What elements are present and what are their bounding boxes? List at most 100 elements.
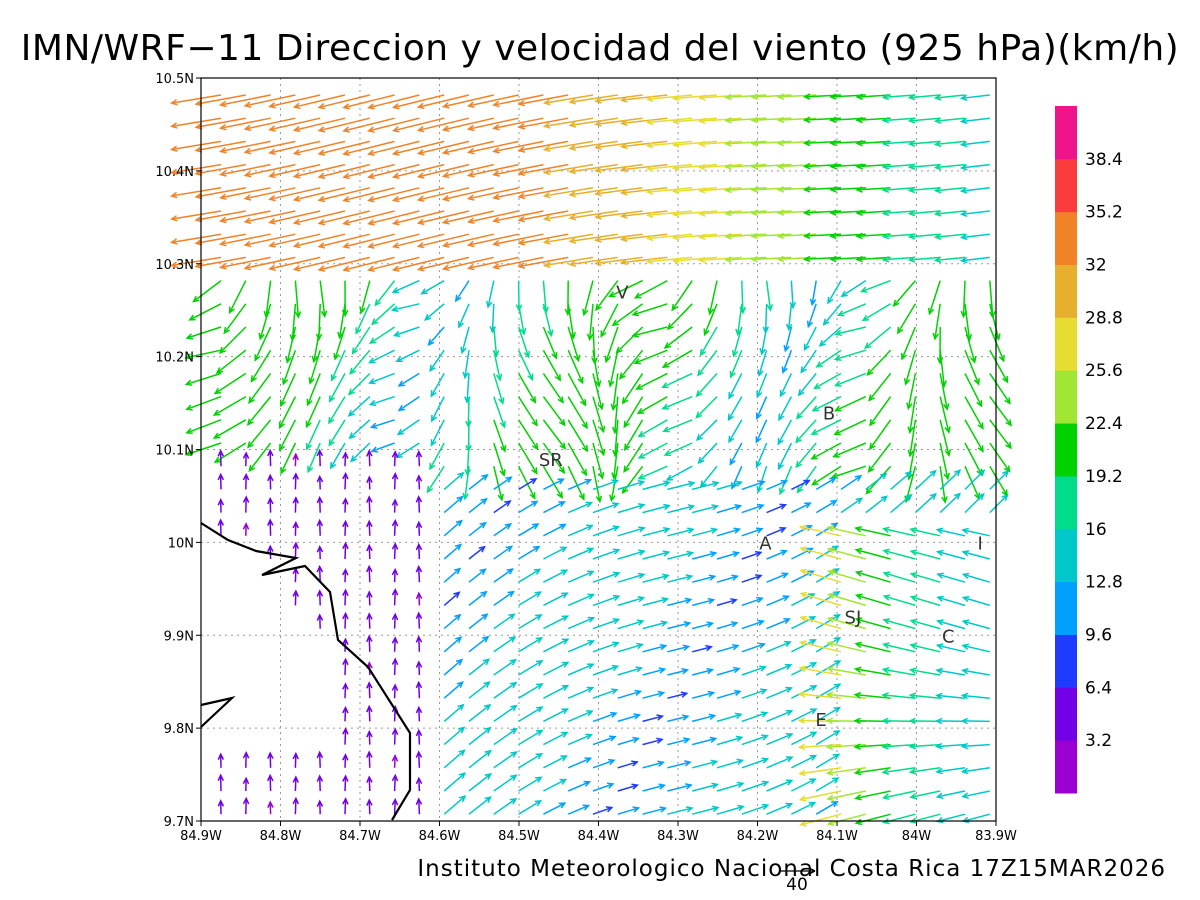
wind-arrow bbox=[218, 187, 271, 201]
wind-arrow bbox=[391, 233, 445, 249]
wind-arrow bbox=[493, 727, 518, 746]
wind-arrow bbox=[443, 703, 465, 722]
wind-arrow bbox=[429, 349, 445, 373]
wind-arrow bbox=[890, 493, 913, 514]
wind-arrow bbox=[342, 497, 349, 513]
wind-arrow bbox=[935, 692, 966, 700]
wind-arrow bbox=[212, 419, 247, 439]
wind-arrow bbox=[443, 495, 464, 514]
wind-arrow bbox=[368, 372, 395, 385]
wind-arrow bbox=[217, 449, 225, 467]
colorbar-swatch bbox=[1055, 370, 1077, 424]
wind-arrow bbox=[493, 476, 513, 491]
wind-arrow bbox=[791, 479, 811, 491]
wind-arrow bbox=[567, 804, 591, 815]
wind-arrow bbox=[935, 643, 966, 653]
wind-arrow bbox=[416, 117, 470, 133]
wind-arrow bbox=[367, 256, 420, 273]
wind-arrow bbox=[218, 233, 271, 247]
wind-arrow bbox=[517, 465, 536, 500]
wind-arrow bbox=[567, 593, 595, 607]
wind-arrow bbox=[728, 373, 743, 400]
wind-arrow bbox=[592, 548, 621, 560]
wind-arrow bbox=[724, 256, 767, 263]
wind-arrow bbox=[623, 396, 644, 429]
wind-arrow bbox=[292, 187, 346, 202]
wind-arrow bbox=[292, 163, 346, 179]
wind-arrow bbox=[989, 493, 1009, 514]
wind-arrow bbox=[881, 790, 916, 800]
wind-arrow bbox=[391, 450, 399, 467]
wind-arrow bbox=[468, 726, 492, 746]
wind-arrow bbox=[169, 187, 222, 199]
wind-arrow bbox=[692, 736, 718, 746]
wind-arrow bbox=[729, 349, 743, 379]
wind-arrow bbox=[800, 349, 817, 374]
wind-arrow bbox=[169, 140, 222, 152]
wind-arrow bbox=[642, 596, 670, 607]
wind-arrow bbox=[594, 233, 643, 243]
wind-arrow bbox=[391, 727, 399, 745]
wind-arrow bbox=[716, 804, 745, 815]
wind-arrow bbox=[797, 691, 842, 699]
wind-arrow bbox=[268, 233, 321, 248]
wind-arrow bbox=[964, 469, 986, 490]
wind-arrow bbox=[671, 187, 718, 195]
wind-arrow bbox=[308, 349, 321, 385]
wind-arrow bbox=[328, 419, 346, 447]
wind-arrow bbox=[443, 681, 464, 699]
wind-arrow bbox=[423, 303, 445, 321]
wind-arrow bbox=[250, 349, 272, 383]
wind-arrow bbox=[582, 280, 594, 317]
wind-arrow bbox=[834, 326, 866, 337]
wind-arrow bbox=[989, 396, 1013, 427]
wind-arrow bbox=[493, 545, 514, 560]
wind-arrow bbox=[243, 163, 296, 178]
wind-arrow bbox=[390, 303, 420, 313]
wind-arrow bbox=[896, 303, 917, 335]
colorbar-swatch bbox=[1055, 581, 1077, 635]
wind-arrow bbox=[279, 373, 297, 408]
wind-arrow bbox=[619, 210, 668, 219]
wind-arrow bbox=[493, 681, 518, 699]
wind-arrow bbox=[592, 396, 606, 434]
wind-arrow bbox=[330, 349, 346, 382]
wind-arrow bbox=[542, 349, 562, 382]
wind-arrow bbox=[611, 303, 644, 327]
wind-arrow bbox=[815, 706, 842, 723]
wind-arrow bbox=[909, 642, 941, 653]
wind-arrow bbox=[594, 94, 643, 104]
wind-arrow bbox=[248, 442, 272, 473]
wind-arrow bbox=[517, 326, 531, 359]
wind-arrow bbox=[368, 395, 395, 407]
wind-arrow bbox=[543, 478, 565, 491]
wind-arrow bbox=[317, 233, 370, 249]
wind-arrow bbox=[716, 781, 745, 792]
wind-arrow bbox=[517, 117, 569, 130]
wind-arrow bbox=[366, 729, 373, 745]
wind-arrow bbox=[667, 737, 691, 746]
wind-arrow bbox=[493, 751, 518, 769]
wind-arrow bbox=[909, 549, 941, 560]
wind-arrow bbox=[342, 657, 349, 676]
wind-arrow bbox=[798, 524, 842, 537]
wind-arrow bbox=[766, 618, 791, 630]
wind-arrow bbox=[642, 690, 666, 699]
wind-arrow bbox=[243, 233, 296, 248]
wind-arrow bbox=[907, 396, 917, 434]
wind-arrow bbox=[243, 210, 296, 224]
wind-arrow bbox=[468, 568, 487, 583]
wind-arrow bbox=[665, 465, 693, 481]
wind-arrow bbox=[853, 691, 891, 699]
wind-arrow bbox=[328, 396, 346, 425]
wind-arrow bbox=[466, 94, 519, 109]
wind-arrow bbox=[518, 706, 544, 723]
wind-arrow bbox=[518, 752, 544, 769]
wind-arrow bbox=[642, 620, 669, 630]
wind-arrow bbox=[667, 691, 689, 699]
wind-arrow bbox=[242, 796, 250, 815]
wind-arrow bbox=[317, 256, 370, 272]
wind-arrow bbox=[454, 280, 470, 303]
place-label: SJ bbox=[845, 608, 862, 629]
wind-arrow bbox=[698, 256, 742, 264]
